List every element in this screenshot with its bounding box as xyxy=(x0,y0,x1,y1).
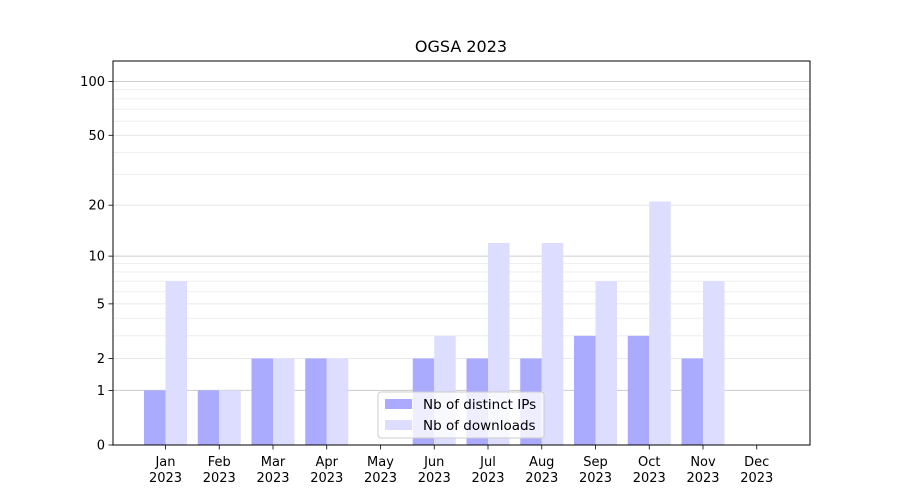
x-tick-label-month: Nov xyxy=(690,455,716,470)
bar-nb-of-distinct-ips-oct xyxy=(627,335,650,445)
bar-nb-of-distinct-ips-sep xyxy=(574,335,596,445)
x-tick-label-month: Dec xyxy=(744,455,769,470)
bar-nb-of-distinct-ips-nov xyxy=(681,358,703,445)
plot-frame xyxy=(112,60,811,446)
x-tick-label-year: 2023 xyxy=(364,471,397,486)
x-tick-label-year: 2023 xyxy=(471,471,504,486)
x-tick-label-month: Jan xyxy=(154,455,175,470)
x-tick-label-month: Sep xyxy=(583,455,608,470)
legend-label: Nb of distinct IPs xyxy=(423,397,536,413)
x-tick-label-year: 2023 xyxy=(203,471,236,486)
x-tick-label-year: 2023 xyxy=(310,471,343,486)
y-tick-label: 0 xyxy=(97,439,105,454)
y-tick-label: 50 xyxy=(88,129,105,144)
bar-nb-of-downloads-oct xyxy=(649,201,671,445)
x-tick-label-month: Feb xyxy=(208,455,231,470)
y-axis: 0 1 2 5 10 20 50 100 xyxy=(80,75,113,454)
x-tick-label-month: Jul xyxy=(479,455,496,470)
bar-nb-of-downloads-apr xyxy=(326,358,349,445)
bar-nb-of-distinct-ips-mar xyxy=(251,358,273,445)
bar-nb-of-downloads-jan xyxy=(165,281,187,445)
x-tick-label-month: Oct xyxy=(638,455,660,470)
grid xyxy=(113,80,810,391)
y-tick-label: 5 xyxy=(97,297,105,312)
y-tick-label: 10 xyxy=(88,250,105,265)
legend-swatch xyxy=(385,420,412,430)
bar-nb-of-downloads-aug xyxy=(541,242,564,445)
y-tick-label: 2 xyxy=(97,352,105,367)
bar-nb-of-downloads-nov xyxy=(703,281,725,445)
x-tick-label-month: Mar xyxy=(261,455,286,470)
legend: Nb of distinct IPs Nb of downloads xyxy=(377,391,545,439)
y-tick-label: 20 xyxy=(88,199,105,214)
x-tick-label-month: May xyxy=(367,455,394,470)
x-tick-label-year: 2023 xyxy=(740,471,773,486)
bar-nb-of-distinct-ips-jan xyxy=(144,390,166,445)
y-tick-label: 1 xyxy=(97,384,105,399)
x-tick-label-year: 2023 xyxy=(633,471,666,486)
legend-label: Nb of downloads xyxy=(423,418,536,434)
x-tick-label-month: Apr xyxy=(316,455,339,470)
legend-swatch xyxy=(385,399,412,409)
x-axis: Jan2023Feb2023Mar2023Apr2023May2023Jun20… xyxy=(149,445,773,486)
y-tick-label: 100 xyxy=(80,75,105,90)
legend-box xyxy=(377,391,545,439)
bar-nb-of-downloads-feb xyxy=(219,390,241,445)
x-tick-label-year: 2023 xyxy=(149,471,182,486)
x-tick-label-year: 2023 xyxy=(418,471,451,486)
bar-nb-of-downloads-sep xyxy=(595,281,617,445)
bar-nb-of-distinct-ips-apr xyxy=(305,358,327,445)
bar-nb-of-downloads-mar xyxy=(273,358,295,445)
chart-title: OGSA 2023 xyxy=(415,37,507,56)
x-tick-label-year: 2023 xyxy=(579,471,612,486)
x-tick-label-year: 2023 xyxy=(256,471,289,486)
bar-nb-of-distinct-ips-feb xyxy=(197,390,220,445)
x-tick-label-year: 2023 xyxy=(525,471,558,486)
x-tick-label-month: Jun xyxy=(423,455,444,470)
x-tick-label-month: Aug xyxy=(529,455,554,470)
x-tick-label-year: 2023 xyxy=(686,471,719,486)
